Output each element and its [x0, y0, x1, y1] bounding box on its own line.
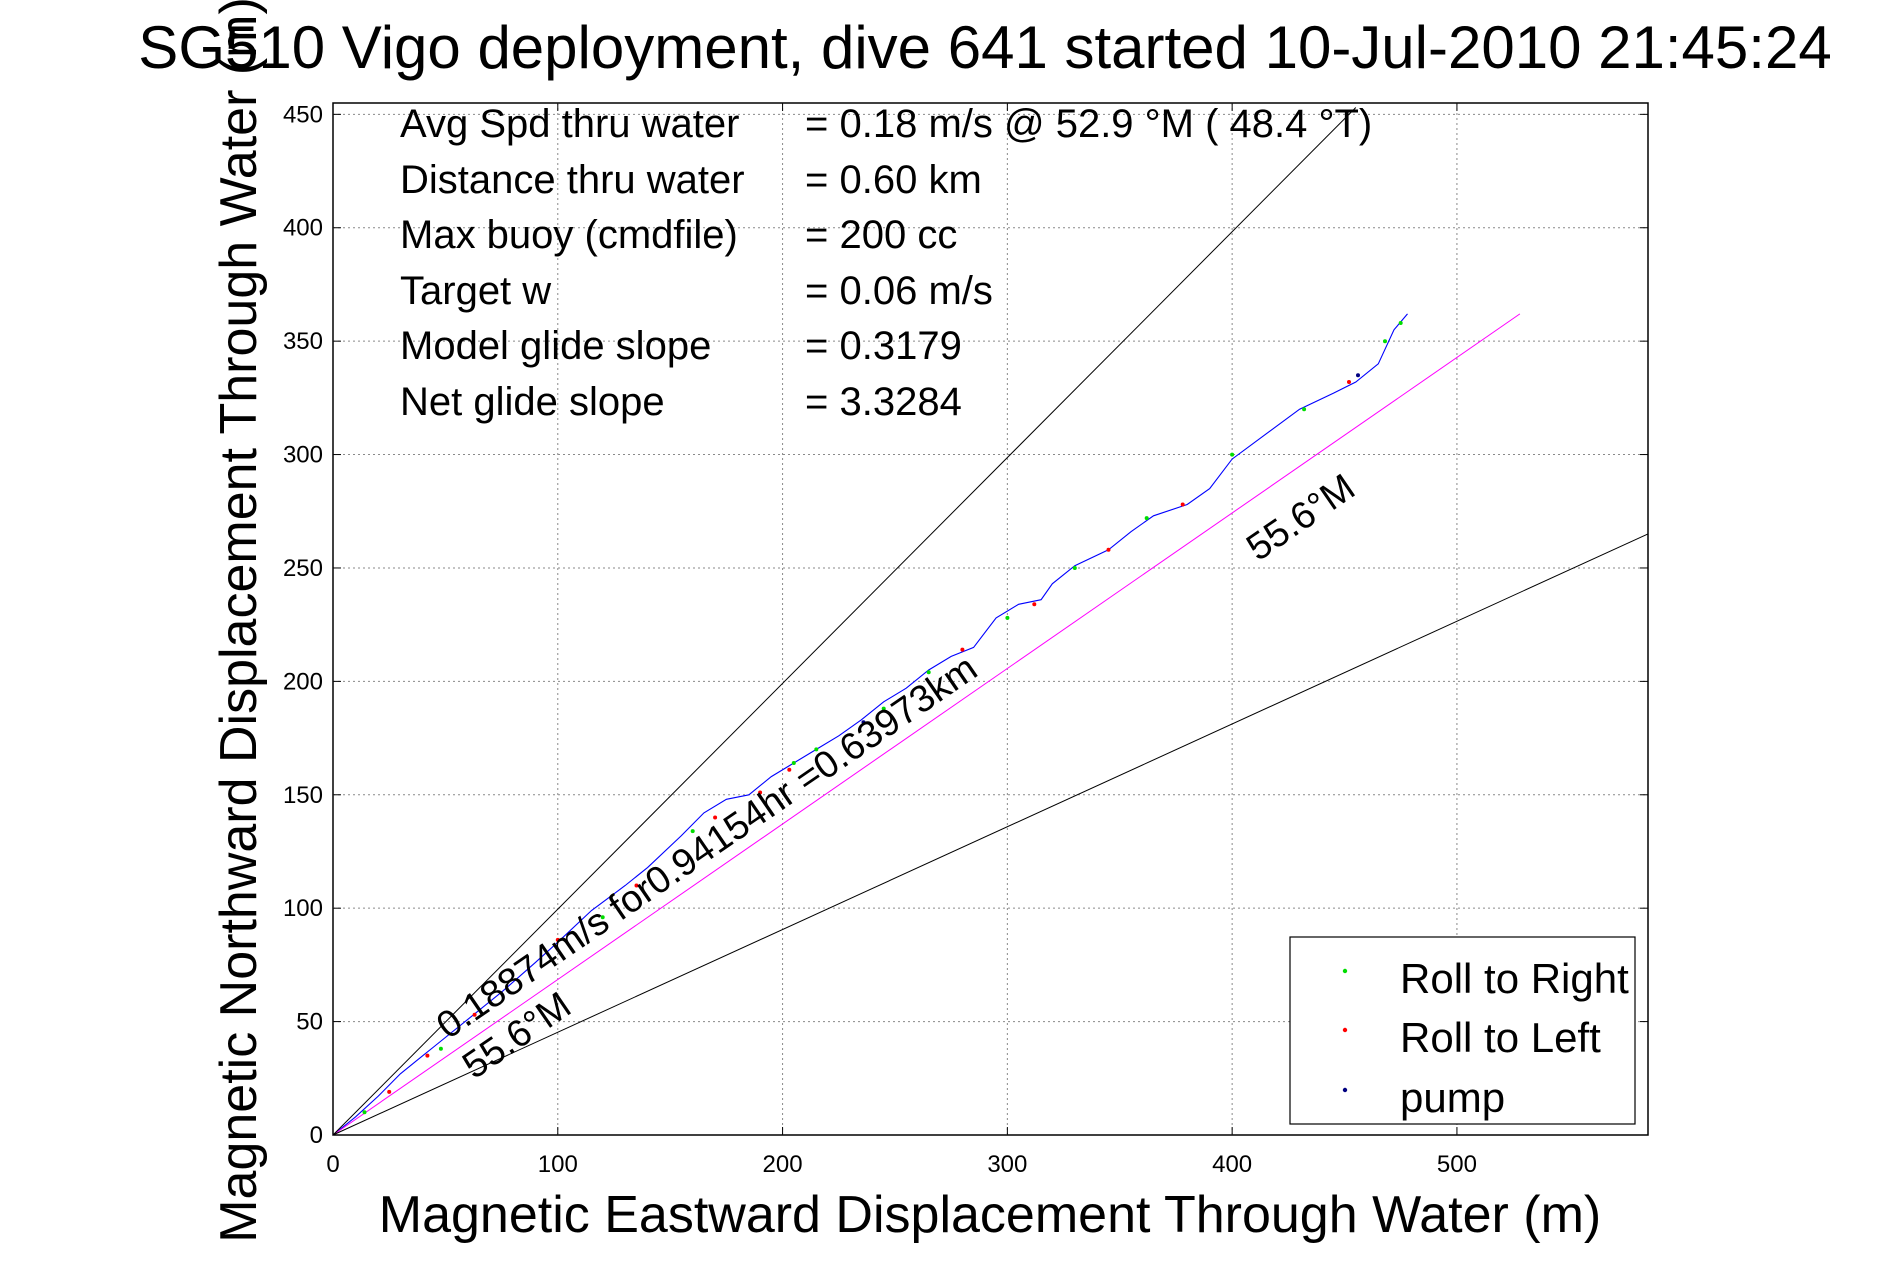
x-axis-ticks: 0 100 200 300 400 500 [326, 103, 1477, 1178]
stat-value: = 0.3179 [805, 324, 962, 368]
chart-title: SG510 Vigo deployment, dive 641 started … [138, 14, 1831, 81]
marker-roll-to-left [758, 790, 763, 795]
x-tick-label: 200 [763, 1151, 803, 1178]
marker-roll-to-left [713, 815, 718, 820]
markers-layer [362, 321, 1403, 1115]
stat-value: = 0.18 m/s @ 52.9 °M ( 48.4 °T) [805, 102, 1372, 146]
marker-roll-to-right [1005, 615, 1010, 620]
y-tick-label: 200 [283, 668, 323, 695]
marker-roll-to-left [1106, 547, 1111, 552]
marker-roll-to-left [555, 937, 560, 942]
marker-roll-to-right [1383, 339, 1387, 344]
stat-label: Avg Spd thru water [400, 102, 739, 146]
stat-label: Target w [400, 269, 551, 313]
marker-roll-to-left [960, 647, 965, 652]
stat-label: Distance thru water [400, 158, 745, 202]
marker-roll-to-left [1180, 502, 1185, 507]
marker-roll-to-right [1230, 452, 1235, 457]
y-axis-ticks: 0 50 100 150 200 250 300 350 400 450 [283, 101, 1648, 1149]
legend: Roll to Right Roll to Left pump [1289, 936, 1636, 1125]
marker-roll-to-right [1072, 566, 1077, 570]
marker-roll-to-right [362, 1110, 367, 1115]
x-tick-label: 400 [1212, 1151, 1252, 1178]
marker-roll-to-left [787, 767, 792, 772]
marker-roll-to-right [1398, 321, 1403, 325]
marker-roll-to-right [438, 1046, 443, 1051]
legend-label-roll-right: Roll to Right [1400, 955, 1629, 1002]
series-line-bound-lower [332, 533, 1649, 1136]
y-tick-label: 400 [283, 215, 323, 242]
y-tick-label: 450 [283, 101, 323, 128]
marker-roll-to-left [425, 1053, 430, 1058]
stat-value: = 3.3284 [805, 380, 962, 424]
marker-roll-to-left [387, 1089, 392, 1094]
y-tick-label: 350 [283, 328, 323, 355]
series-line-glider-track [332, 313, 1408, 1136]
series-layer [332, 107, 1649, 1136]
legend-box [1289, 936, 1636, 1125]
stat-label: Model glide slope [400, 324, 711, 368]
stat-label: Max buoy (cmdfile) [400, 213, 738, 257]
marker-pump [861, 720, 866, 725]
y-tick-label: 300 [283, 442, 323, 469]
marker-roll-to-right [600, 915, 605, 920]
y-axis-label: Magnetic Northward Displacement Through … [210, 0, 268, 1243]
series-line-course-line [332, 313, 1521, 1136]
legend-label-pump: pump [1400, 1074, 1505, 1121]
x-axis-label: Magnetic Eastward Displacement Through W… [379, 1186, 1601, 1244]
marker-roll-to-left [1347, 380, 1351, 384]
legend-label-roll-left: Roll to Left [1400, 1014, 1601, 1061]
stat-value: = 0.60 km [805, 158, 982, 202]
legend-marker-roll-right [1342, 968, 1348, 974]
x-tick-label: 500 [1437, 1151, 1477, 1178]
y-tick-label: 0 [310, 1122, 323, 1149]
marker-roll-to-left [1032, 602, 1037, 607]
y-tick-label: 150 [283, 782, 323, 809]
grid-lines [333, 103, 1648, 1135]
marker-roll-to-left [472, 1012, 477, 1017]
x-tick-label: 0 [326, 1151, 339, 1178]
marker-roll-to-right [690, 829, 695, 834]
marker-roll-to-right [926, 670, 931, 675]
marker-roll-to-left [634, 883, 639, 888]
marker-roll-to-right [791, 761, 796, 765]
stats-block: Avg Spd thru water = 0.18 m/s @ 52.9 °M … [400, 102, 1372, 424]
stat-label: Net glide slope [400, 380, 665, 424]
marker-pump [1356, 373, 1360, 378]
marker-roll-to-right [881, 706, 886, 711]
stat-value: = 200 cc [805, 213, 957, 257]
y-tick-label: 100 [283, 895, 323, 922]
marker-roll-to-right [814, 747, 819, 752]
series-line-bound-upper [332, 107, 1357, 1136]
stat-value: = 0.06 m/s [805, 269, 993, 313]
legend-marker-roll-left [1342, 1027, 1348, 1033]
legend-marker-pump [1342, 1087, 1348, 1093]
x-tick-label: 300 [987, 1151, 1027, 1178]
y-tick-label: 50 [296, 1009, 323, 1036]
marker-roll-to-right [1302, 407, 1307, 412]
y-tick-label: 250 [283, 555, 323, 582]
x-tick-label: 100 [538, 1151, 578, 1178]
marker-roll-to-right [1144, 516, 1149, 521]
